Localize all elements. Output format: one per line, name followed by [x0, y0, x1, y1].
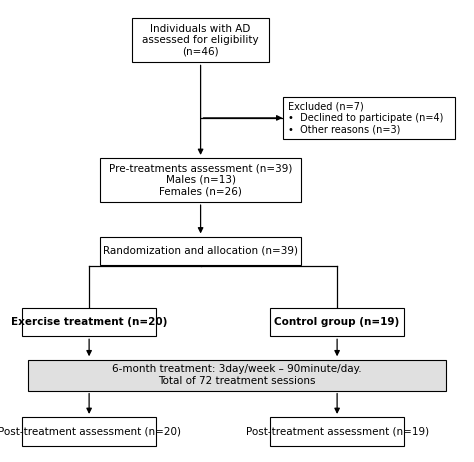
Bar — [22, 417, 156, 446]
Text: Exercise treatment (n=20): Exercise treatment (n=20) — [11, 317, 167, 327]
Bar — [132, 18, 269, 62]
Text: Post-treatment assessment (n=20): Post-treatment assessment (n=20) — [0, 426, 181, 437]
Bar — [22, 308, 156, 336]
Bar — [270, 308, 404, 336]
Text: Control group (n=19): Control group (n=19) — [274, 317, 400, 327]
Bar — [100, 237, 301, 265]
Text: Randomization and allocation (n=39): Randomization and allocation (n=39) — [103, 246, 298, 256]
Text: Individuals with AD
assessed for eligibility
(n=46): Individuals with AD assessed for eligibi… — [142, 24, 259, 57]
Bar — [27, 359, 447, 391]
Text: Post-treatment assessment (n=19): Post-treatment assessment (n=19) — [246, 426, 428, 437]
Bar — [270, 417, 404, 446]
Bar — [283, 97, 456, 139]
Text: Pre-treatments assessment (n=39)
Males (n=13)
Females (n=26): Pre-treatments assessment (n=39) Males (… — [109, 164, 292, 197]
Text: 6-month treatment: 3day/week – 90minute/day.
Total of 72 treatment sessions: 6-month treatment: 3day/week – 90minute/… — [112, 365, 362, 386]
Bar — [100, 158, 301, 202]
Text: Excluded (n=7)
•  Declined to participate (n=4)
•  Other reasons (n=3): Excluded (n=7) • Declined to participate… — [288, 101, 443, 134]
